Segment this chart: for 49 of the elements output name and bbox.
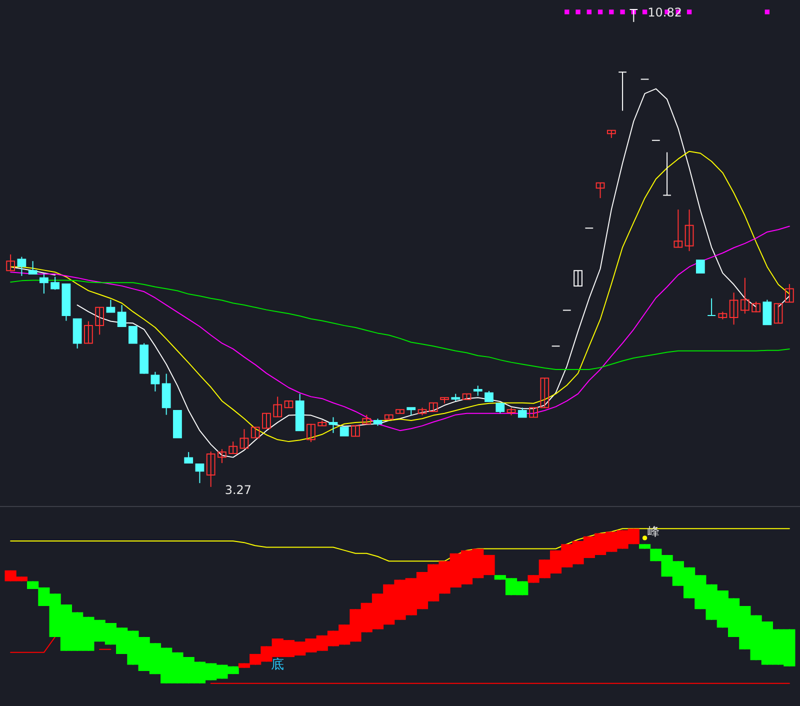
annotation: 10.82 [648,6,682,20]
candlestick [484,390,494,402]
candlestick [128,326,138,344]
candlestick [662,152,672,196]
candlestick [28,260,38,275]
candlestick [206,451,216,488]
candlestick [707,298,716,316]
candlestick [684,209,694,252]
annotation: 底 [271,658,284,673]
candlestick [240,428,249,449]
candlestick [195,463,204,484]
candlestick [40,274,48,294]
candlestick [50,276,60,290]
candlestick [740,277,750,314]
candlestick [117,304,126,328]
candlestick [674,209,683,248]
candlestick [729,292,738,326]
candlestick [106,299,116,313]
candlestick [762,299,772,326]
candlestick [351,425,360,437]
candlestick [218,448,226,464]
candlestick [306,423,316,443]
candlestick [518,407,527,418]
candlestick [529,407,538,418]
candlestick [362,414,372,424]
candlestick [95,306,104,336]
candlestick [228,441,238,454]
candlestick [496,402,505,414]
candlestick [774,303,783,324]
candlestick [6,254,16,272]
candlestick [596,182,605,199]
candlestick [17,256,26,276]
annotation: 峰 [648,524,660,539]
candlestick [540,378,550,408]
candlestick [84,320,93,344]
annotation: 3.27 [224,482,252,497]
candlestick [250,426,260,438]
candlestick [328,416,338,434]
candlestick [184,452,194,464]
candlestick [696,260,705,274]
candlestick [574,270,582,286]
candlestick [262,412,271,429]
candlestick [150,371,160,392]
candlestick [273,396,282,418]
candlestick [784,284,794,303]
candlestick [473,385,482,396]
candlestick [162,373,171,416]
candlestick [618,72,627,112]
candlestick [752,301,760,313]
